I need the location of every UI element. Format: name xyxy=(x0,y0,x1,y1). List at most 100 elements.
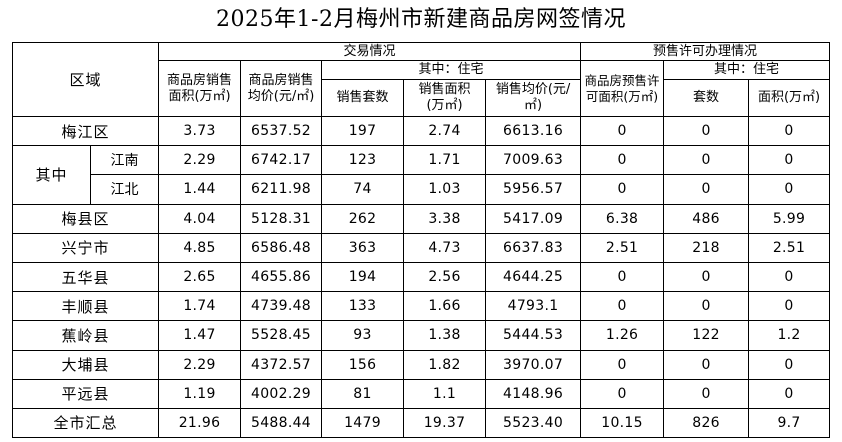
header-res-area: 销售面积(万㎡) xyxy=(403,79,487,117)
cell: 3970.07 xyxy=(485,349,582,380)
cell: 6537.52 xyxy=(240,115,323,147)
cell: 4148.96 xyxy=(485,378,582,409)
cell: 6742.17 xyxy=(240,145,323,176)
header-presale-res-area: 面积(万㎡) xyxy=(748,79,830,117)
row-region: 五华县 xyxy=(11,261,160,293)
cell: 0 xyxy=(580,115,665,147)
header-presale-res-group: 其中：住宅 xyxy=(663,60,830,80)
cell: 0 xyxy=(748,145,830,176)
cell: 0 xyxy=(748,115,830,147)
header-presale-res-units: 套数 xyxy=(663,79,750,117)
cell: 0 xyxy=(663,349,750,380)
row-group-label: 其中 xyxy=(12,145,91,205)
table-row: 其中 江南 2.29 6742.17 123 1.71 7009.63 0 0 … xyxy=(12,145,830,205)
cell: 0 xyxy=(748,378,830,409)
cell: 6.38 xyxy=(580,203,665,234)
cell: 0 xyxy=(663,261,750,293)
row-region: 大埔县 xyxy=(11,349,160,380)
cell: 1.44 xyxy=(158,174,242,205)
table-row: 兴宁市 4.85 6586.48 363 4.73 6637.83 2.51 2… xyxy=(11,232,830,263)
cell: 1.82 xyxy=(403,349,487,380)
cell: 4655.86 xyxy=(240,261,323,293)
header-presale-group: 预售许可办理情况 xyxy=(580,42,830,61)
cell: 3.38 xyxy=(403,203,487,234)
cell: 156 xyxy=(321,349,405,380)
cell: 81 xyxy=(321,378,405,409)
cell: 4793.1 xyxy=(485,291,582,322)
cell: 5956.57 xyxy=(485,174,582,205)
cell: 218 xyxy=(663,232,750,263)
cell: 1.38 xyxy=(403,320,487,351)
cell: 10.15 xyxy=(580,407,665,439)
cell: 486 xyxy=(663,203,750,234)
cell: 0 xyxy=(748,261,830,293)
cell: 262 xyxy=(321,203,405,234)
table-row: 梅江区 3.73 6537.52 197 2.74 6613.16 0 0 0 xyxy=(11,115,830,147)
cell: 5523.40 xyxy=(485,407,582,439)
table-row: 蕉岭县 1.47 5528.45 93 1.38 5444.53 1.26 12… xyxy=(11,320,830,351)
cell: 0 xyxy=(580,145,665,176)
cell: 4372.57 xyxy=(240,349,323,380)
cell: 1.19 xyxy=(158,378,242,409)
row-region: 梅县区 xyxy=(11,203,160,234)
cell: 5488.44 xyxy=(240,407,323,439)
cell: 1.26 xyxy=(580,320,665,351)
table-row: 大埔县 2.29 4372.57 156 1.82 3970.07 0 0 0 xyxy=(11,349,830,380)
cell: 826 xyxy=(663,407,750,439)
cell: 5528.45 xyxy=(240,320,323,351)
cell: 74 xyxy=(321,174,405,205)
row-region: 梅江区 xyxy=(11,115,160,147)
cell: 4.85 xyxy=(158,232,242,263)
cell: 363 xyxy=(321,232,405,263)
cell: 0 xyxy=(748,291,830,322)
cell: 5417.09 xyxy=(485,203,582,234)
header-presale-area: 商品房预售许可面积(万㎡) xyxy=(580,60,665,117)
table-row: 五华县 2.65 4655.86 194 2.56 4644.25 0 0 0 xyxy=(11,261,830,293)
cell: 1.1 xyxy=(403,378,487,409)
cell: 2.51 xyxy=(748,232,830,263)
row-region: 全市汇总 xyxy=(11,407,160,439)
page-title: 2025年1-2月梅州市新建商品房网签情况 xyxy=(216,7,626,32)
cell: 19.37 xyxy=(403,407,487,439)
cell: 123 xyxy=(321,145,405,176)
cell: 0 xyxy=(580,378,665,409)
cell: 4002.29 xyxy=(240,378,323,409)
cell: 2.51 xyxy=(580,232,665,263)
cell: 0 xyxy=(663,174,750,205)
cell: 1.47 xyxy=(158,320,242,351)
cell: 6613.16 xyxy=(485,115,582,147)
header-trade-avg-price: 商品房销售均价(元/㎡) xyxy=(240,60,323,117)
table-row-total: 全市汇总 21.96 5488.44 1479 19.37 5523.40 10… xyxy=(11,407,830,439)
cell: 21.96 xyxy=(158,407,242,439)
cell: 0 xyxy=(580,291,665,322)
table-row: 梅县区 4.04 5128.31 262 3.38 5417.09 6.38 4… xyxy=(11,203,830,234)
cell: 3.73 xyxy=(158,115,242,147)
cell: 2.56 xyxy=(403,261,487,293)
cell: 2.29 xyxy=(158,145,242,176)
cell: 4739.48 xyxy=(240,291,323,322)
row-region: 江南 xyxy=(89,145,160,176)
cell: 4.04 xyxy=(158,203,242,234)
cell: 0 xyxy=(580,261,665,293)
cell: 0 xyxy=(748,174,830,205)
header-trade-residential-group: 其中：住宅 xyxy=(321,60,582,80)
row-region: 兴宁市 xyxy=(11,232,160,263)
cell: 122 xyxy=(663,320,750,351)
row-region: 丰顺县 xyxy=(11,291,160,322)
table-row: 平远县 1.19 4002.29 81 1.1 4148.96 0 0 0 xyxy=(11,378,830,409)
cell: 1479 xyxy=(321,407,405,439)
cell: 1.66 xyxy=(403,291,487,322)
cell: 6211.98 xyxy=(240,174,323,205)
cell: 0 xyxy=(663,115,750,147)
cell: 2.74 xyxy=(403,115,487,147)
cell: 1.71 xyxy=(403,145,487,176)
row-region: 蕉岭县 xyxy=(11,320,160,351)
cell: 93 xyxy=(321,320,405,351)
cell: 1.2 xyxy=(748,320,830,351)
cell: 0 xyxy=(663,378,750,409)
cell: 2.29 xyxy=(158,349,242,380)
cell: 5.99 xyxy=(748,203,830,234)
cell: 194 xyxy=(321,261,405,293)
cell: 5444.53 xyxy=(485,320,582,351)
cell: 4.73 xyxy=(403,232,487,263)
